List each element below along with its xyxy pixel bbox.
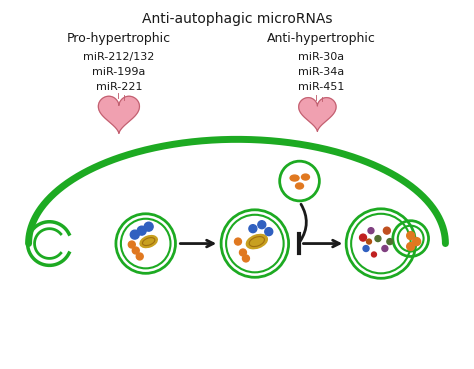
Polygon shape [98, 96, 139, 133]
Circle shape [363, 245, 369, 252]
Text: Anti-hypertrophic: Anti-hypertrophic [267, 32, 376, 45]
Circle shape [383, 227, 390, 234]
Circle shape [128, 241, 135, 248]
Circle shape [387, 239, 393, 245]
Circle shape [407, 242, 415, 251]
Circle shape [144, 222, 153, 231]
Text: miR-34a: miR-34a [298, 67, 345, 77]
Text: miR-30a: miR-30a [298, 52, 345, 62]
Circle shape [249, 225, 257, 232]
Text: Pro-hypertrophic: Pro-hypertrophic [67, 32, 171, 45]
Circle shape [265, 228, 273, 236]
Circle shape [235, 238, 241, 245]
Circle shape [382, 245, 388, 252]
Ellipse shape [246, 234, 267, 249]
Text: Anti-autophagic microRNAs: Anti-autophagic microRNAs [142, 12, 332, 26]
Text: miR-199a: miR-199a [92, 67, 146, 77]
Circle shape [239, 249, 246, 256]
Circle shape [258, 221, 266, 229]
Circle shape [130, 230, 139, 239]
Circle shape [366, 239, 372, 244]
Polygon shape [299, 98, 336, 131]
Circle shape [137, 226, 146, 235]
Circle shape [136, 253, 143, 260]
Ellipse shape [140, 235, 157, 248]
Ellipse shape [290, 175, 299, 181]
Circle shape [132, 247, 139, 254]
Ellipse shape [301, 174, 310, 180]
Circle shape [360, 234, 366, 241]
Circle shape [368, 228, 374, 234]
Circle shape [413, 238, 420, 245]
Circle shape [375, 236, 381, 242]
Text: miR-451: miR-451 [298, 82, 345, 92]
Circle shape [243, 255, 249, 262]
Text: miR-221: miR-221 [96, 82, 142, 92]
Circle shape [407, 232, 415, 239]
Ellipse shape [296, 183, 303, 189]
Circle shape [372, 252, 376, 257]
Text: miR-212/132: miR-212/132 [83, 52, 155, 62]
